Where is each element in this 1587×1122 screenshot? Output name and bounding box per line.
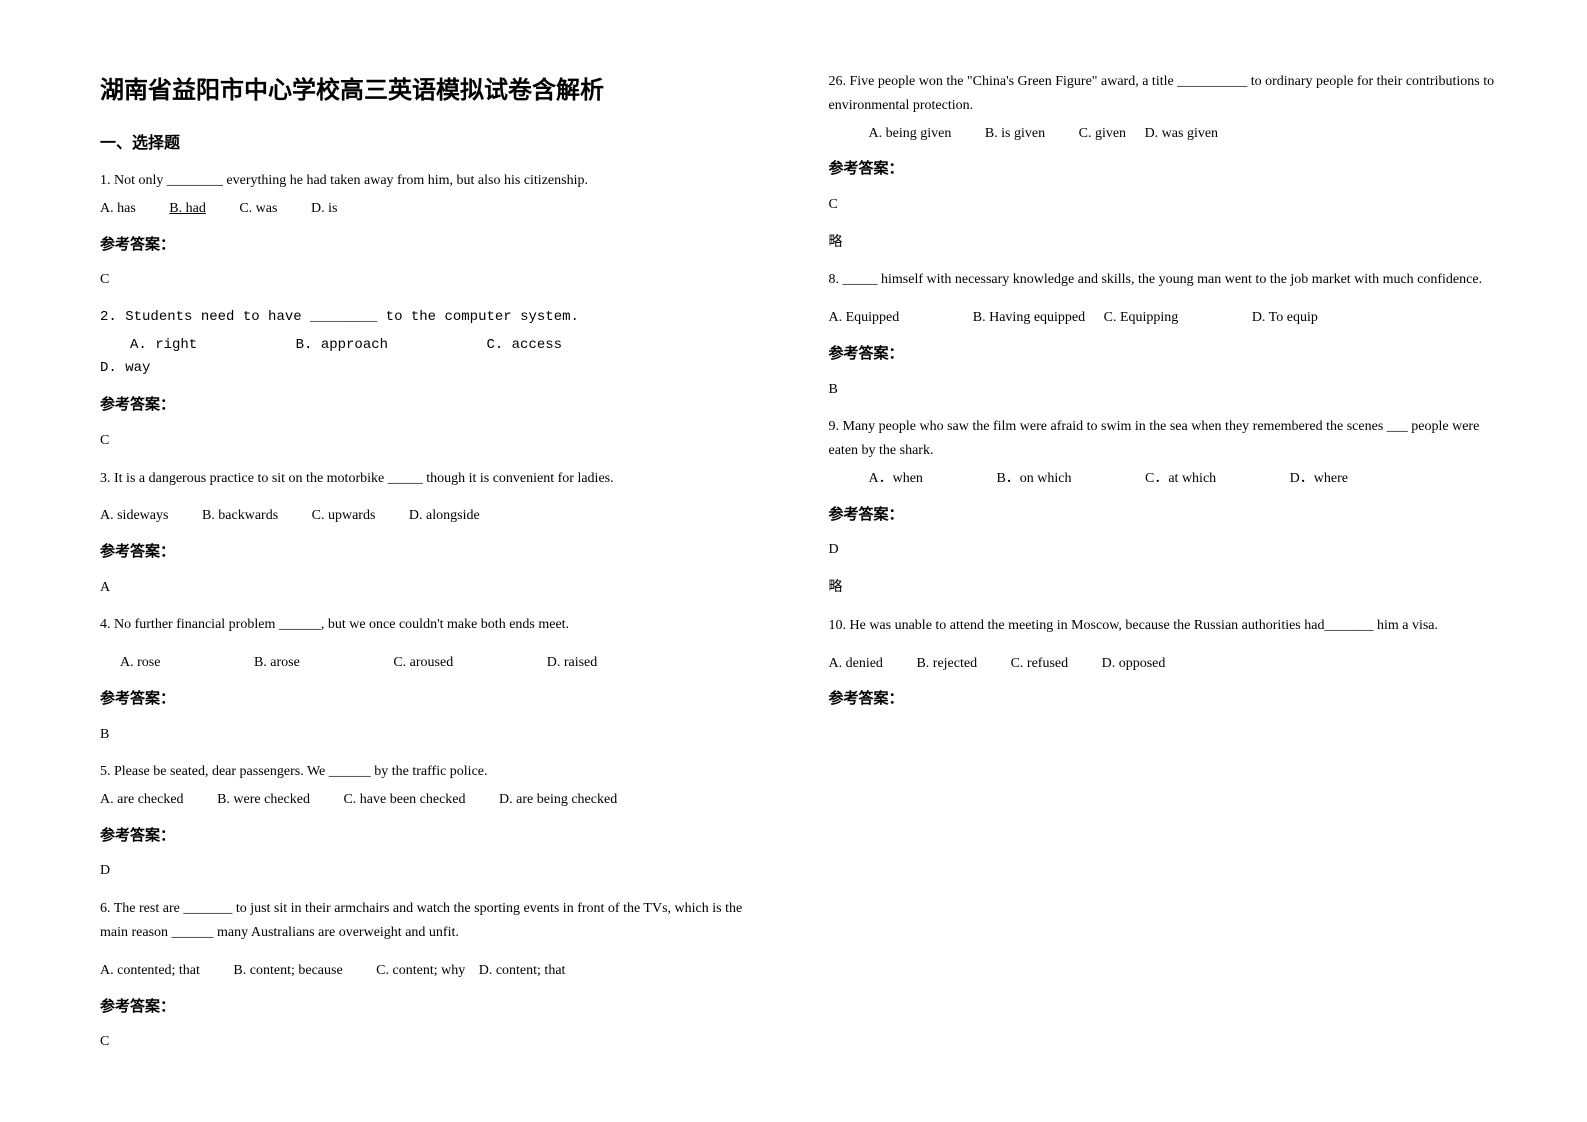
question-text: 6. The rest are _______ to just sit in t… — [100, 897, 769, 945]
answer-label: 参考答案： — [829, 687, 1498, 713]
question-options: A. sideways B. backwards C. upwards D. a… — [100, 504, 769, 528]
question-options: A. Equipped B. Having equipped C. Equipp… — [829, 306, 1498, 330]
question-options: A. right B. approach C. access D. way — [100, 334, 769, 382]
answer-value: C — [829, 193, 1498, 217]
question-26: 26. Five people won the "China's Green F… — [829, 70, 1498, 254]
section-heading: 一、选择题 — [100, 129, 769, 153]
question-options: A. has B. had C. was D. is — [100, 197, 769, 221]
answer-value: B — [829, 378, 1498, 402]
question-5: 5. Please be seated, dear passengers. We… — [100, 760, 769, 883]
answer-value: C — [100, 429, 769, 453]
exam-page: 湖南省益阳市中心学校高三英语模拟试卷含解析 一、选择题 1. Not only … — [0, 0, 1587, 1122]
question-options: A. are checked B. were checked C. have b… — [100, 788, 769, 812]
answer-label: 参考答案： — [829, 503, 1498, 529]
question-options: A．when B．on which C．at which D．where — [829, 467, 1498, 491]
question-text: 9. Many people who saw the film were afr… — [829, 415, 1498, 463]
question-10: 10. He was unable to attend the meeting … — [829, 614, 1498, 713]
answer-value: C — [100, 268, 769, 292]
answer-value: D — [100, 859, 769, 883]
question-6: 6. The rest are _______ to just sit in t… — [100, 897, 769, 1054]
question-text: 3. It is a dangerous practice to sit on … — [100, 467, 769, 491]
answer-label: 参考答案： — [100, 233, 769, 259]
question-text: 8. _____ himself with necessary knowledg… — [829, 268, 1498, 292]
question-text: 26. Five people won the "China's Green F… — [829, 70, 1498, 118]
answer-label: 参考答案： — [100, 393, 769, 419]
answer-note: 略 — [829, 231, 1498, 255]
question-options: A. being given B. is given C. given D. w… — [829, 122, 1498, 146]
answer-note: 略 — [829, 576, 1498, 600]
question-text: 10. He was unable to attend the meeting … — [829, 614, 1498, 638]
answer-value: B — [100, 723, 769, 747]
question-text: 2. Students need to have ________ to the… — [100, 306, 769, 330]
answer-label: 参考答案： — [100, 824, 769, 850]
answer-label: 参考答案： — [100, 995, 769, 1021]
question-2: 2. Students need to have ________ to the… — [100, 306, 769, 453]
answer-label: 参考答案： — [100, 540, 769, 566]
question-options: A. rose B. arose C. aroused D. raised — [100, 651, 769, 675]
question-1: 1. Not only ________ everything he had t… — [100, 169, 769, 292]
answer-value: C — [100, 1030, 769, 1054]
question-options: A. denied B. rejected C. refused D. oppo… — [829, 652, 1498, 676]
answer-value: A — [100, 576, 769, 600]
question-4: 4. No further financial problem ______, … — [100, 613, 769, 746]
question-8: 8. _____ himself with necessary knowledg… — [829, 268, 1498, 401]
answer-label: 参考答案： — [100, 687, 769, 713]
answer-label: 参考答案： — [829, 342, 1498, 368]
question-options: A. contented; that B. content; because C… — [100, 959, 769, 983]
answer-label: 参考答案： — [829, 157, 1498, 183]
question-3: 3. It is a dangerous practice to sit on … — [100, 467, 769, 600]
question-9: 9. Many people who saw the film were afr… — [829, 415, 1498, 599]
answer-value: D — [829, 538, 1498, 562]
question-text: 4. No further financial problem ______, … — [100, 613, 769, 637]
question-text: 1. Not only ________ everything he had t… — [100, 169, 769, 193]
document-title: 湖南省益阳市中心学校高三英语模拟试卷含解析 — [100, 70, 769, 105]
question-text: 5. Please be seated, dear passengers. We… — [100, 760, 769, 784]
